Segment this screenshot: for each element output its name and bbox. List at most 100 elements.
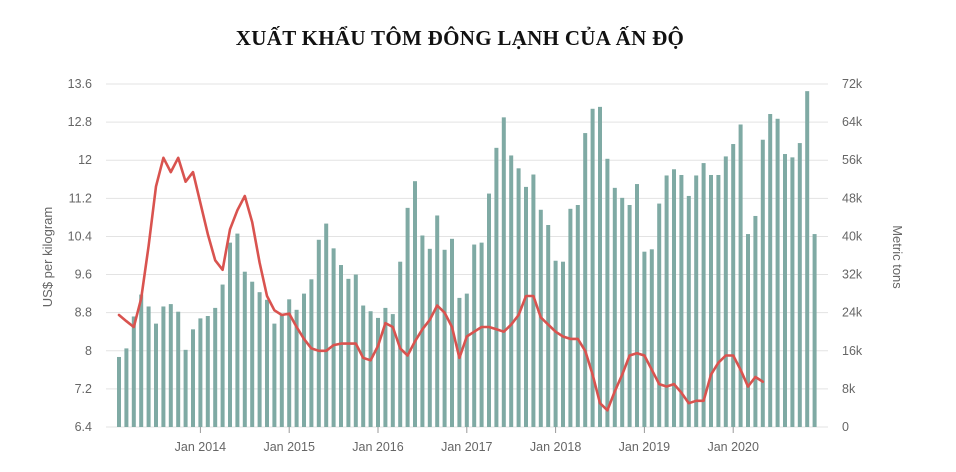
bar xyxy=(716,175,720,427)
x-tick-label: Jan 2014 xyxy=(175,440,226,454)
bar xyxy=(509,155,513,427)
bar xyxy=(746,234,750,427)
bar xyxy=(169,304,173,427)
bar xyxy=(598,107,602,427)
bar xyxy=(317,240,321,427)
bar xyxy=(139,295,143,427)
bar xyxy=(339,265,343,427)
left-tick-label: 10.4 xyxy=(68,229,92,243)
bar xyxy=(517,168,521,427)
bar xyxy=(709,175,713,427)
bar xyxy=(583,133,587,427)
bar xyxy=(361,306,365,427)
bar xyxy=(790,157,794,427)
bar xyxy=(213,308,217,427)
right-tick-label: 0 xyxy=(842,420,849,434)
x-tick-label: Jan 2018 xyxy=(530,440,581,454)
right-tick-label: 40k xyxy=(842,229,863,243)
bar xyxy=(554,261,558,427)
bar xyxy=(783,154,787,427)
left-tick-label: 7.2 xyxy=(75,382,92,396)
x-tick-label: Jan 2019 xyxy=(619,440,670,454)
bar xyxy=(280,315,284,427)
bar xyxy=(413,181,417,427)
bar xyxy=(206,316,210,427)
bar xyxy=(117,357,121,427)
left-tick-label: 8.8 xyxy=(75,306,92,320)
bar xyxy=(665,175,669,427)
right-tick-label: 64k xyxy=(842,115,863,129)
left-tick-label: 13.6 xyxy=(68,77,92,91)
bar xyxy=(324,224,328,427)
bar xyxy=(265,300,269,427)
bar xyxy=(487,194,491,427)
bar xyxy=(768,114,772,427)
bar xyxy=(258,292,262,427)
bar xyxy=(302,294,306,427)
bar xyxy=(494,148,498,427)
bar xyxy=(243,272,247,427)
bar xyxy=(761,140,765,427)
bar xyxy=(465,294,469,427)
bar xyxy=(724,156,728,427)
bar xyxy=(191,329,195,427)
bar xyxy=(620,198,624,427)
bar xyxy=(346,279,350,427)
bar xyxy=(739,124,743,427)
left-tick-label: 12.8 xyxy=(68,115,92,129)
right-tick-label: 72k xyxy=(842,77,863,91)
bar xyxy=(406,208,410,427)
bar xyxy=(472,245,476,427)
left-tick-label: 8 xyxy=(85,344,92,358)
bar xyxy=(198,318,202,427)
bar xyxy=(568,209,572,427)
bar xyxy=(443,250,447,427)
bar xyxy=(657,204,661,427)
bar xyxy=(694,175,698,427)
bar xyxy=(250,282,254,427)
bar xyxy=(502,117,506,427)
bar xyxy=(687,196,691,427)
bar xyxy=(702,163,706,427)
bar xyxy=(457,298,461,427)
bar xyxy=(753,216,757,427)
bar xyxy=(221,285,225,427)
bar xyxy=(376,318,380,427)
bar xyxy=(628,205,632,427)
right-axis-label: Metric tons xyxy=(890,225,905,289)
bar xyxy=(650,249,654,427)
bar xyxy=(176,312,180,427)
x-tick-label: Jan 2020 xyxy=(707,440,758,454)
left-axis-label: US$ per kilogram xyxy=(40,207,55,307)
left-axis-ticks: 6.47.288.89.610.411.21212.813.6 xyxy=(68,77,92,434)
bar xyxy=(332,248,336,427)
left-tick-label: 6.4 xyxy=(75,420,92,434)
right-tick-label: 56k xyxy=(842,153,863,167)
bar xyxy=(369,311,373,427)
bar xyxy=(124,348,128,427)
bar xyxy=(480,243,484,427)
bar xyxy=(428,249,432,427)
x-tick-label: Jan 2017 xyxy=(441,440,492,454)
bar xyxy=(805,91,809,427)
bar xyxy=(524,187,528,427)
right-tick-label: 48k xyxy=(842,191,863,205)
right-axis-ticks: 0 8k 16k 24k 32k 40k 48k 56k 64k 72k xyxy=(842,77,863,434)
bar xyxy=(154,324,158,427)
bar xyxy=(561,262,565,427)
bar xyxy=(272,324,276,427)
bar xyxy=(605,159,609,427)
bar xyxy=(798,143,802,427)
bar xyxy=(813,234,817,427)
bar xyxy=(132,316,136,427)
bar xyxy=(672,169,676,427)
bar xyxy=(776,119,780,427)
x-tick-label: Jan 2016 xyxy=(352,440,403,454)
right-tick-label: 8k xyxy=(842,382,856,396)
bar xyxy=(642,252,646,427)
bar xyxy=(161,306,165,427)
left-tick-label: 9.6 xyxy=(75,268,92,282)
left-tick-label: 11.2 xyxy=(69,191,92,205)
bar xyxy=(228,243,232,427)
